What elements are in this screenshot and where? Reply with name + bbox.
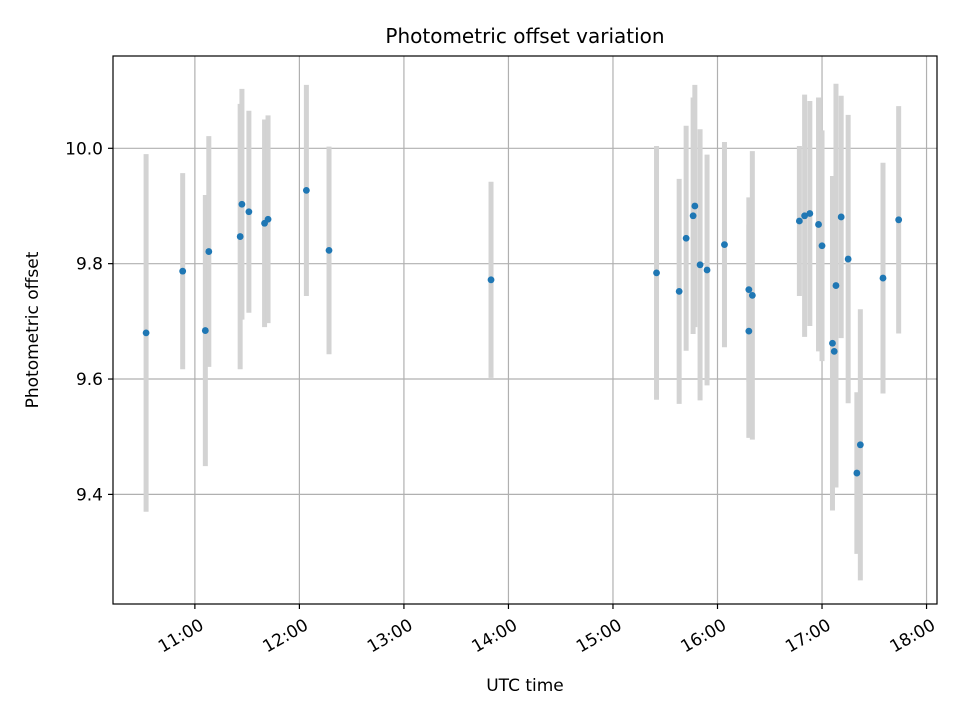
data-point [236,233,244,240]
data-point [856,441,864,449]
y-tick-label: 9.4 [76,485,103,505]
data-point [238,200,246,208]
y-axis: 9.4 9.6 9.8 10.0 [65,139,113,505]
data-point [795,217,803,225]
plot-frame [112,55,938,605]
data-point [205,248,213,255]
data-points [142,187,903,477]
data-point [653,269,660,277]
data-point [829,339,836,347]
data-point [837,213,845,221]
data-point [179,267,187,275]
data-point [487,276,495,284]
data-point [853,469,861,477]
data-point [264,215,272,223]
data-point [245,208,253,216]
data-point [689,212,697,220]
data-point [675,287,683,295]
data-point [832,282,840,289]
data-point [801,212,809,220]
data-point [745,286,753,294]
y-axis-title: Photometric offset [23,251,43,408]
data-point [830,347,838,355]
data-point [818,242,826,250]
data-point [142,329,150,337]
data-point [703,266,711,274]
data-point [879,274,887,282]
data-point [748,291,756,299]
data-point [895,216,903,224]
data-point [844,255,852,263]
data-point [696,261,704,269]
data-point [682,234,690,242]
data-point [745,327,753,335]
y-tick-label: 10.0 [65,139,103,159]
chart-title: Photometric offset variation [385,24,664,48]
data-point [815,221,822,228]
data-point [806,210,814,217]
data-point [201,327,209,334]
x-axis-title: UTC time [486,676,564,696]
data-point [721,241,728,249]
data-point [691,202,699,210]
y-tick-label: 9.6 [76,370,103,390]
data-point [325,246,333,254]
data-point [302,187,310,194]
y-tick-label: 9.8 [76,255,103,275]
